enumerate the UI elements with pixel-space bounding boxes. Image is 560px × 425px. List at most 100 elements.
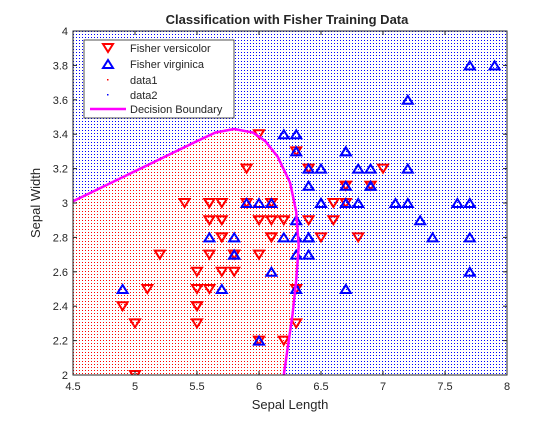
versicolor-point — [202, 198, 217, 209]
virginica-point — [252, 197, 266, 208]
versicolor-point — [276, 215, 291, 227]
virginica-point — [400, 93, 415, 105]
virginica-point — [301, 231, 316, 243]
versicolor-point — [326, 198, 341, 209]
versicolor-point — [214, 198, 229, 209]
versicolor-point — [276, 335, 291, 347]
region-data1 — [73, 129, 299, 375]
virginica-point — [227, 248, 242, 260]
x-tick-label: 5.5 — [189, 381, 204, 393]
legend-data2-label: data2 — [130, 90, 158, 102]
versicolor-point — [227, 266, 242, 278]
virginica-point — [115, 283, 130, 294]
x-tick-label: 5 — [132, 381, 138, 393]
virginica-point — [425, 231, 440, 243]
legend-boundary-label: Decision Boundary — [130, 104, 223, 116]
virginica-point — [264, 197, 279, 208]
versicolor-point — [115, 301, 130, 313]
virginica-point — [450, 197, 465, 208]
virginica-point — [462, 231, 477, 243]
virginica-point — [462, 265, 477, 277]
y-tick-label: 2 — [62, 370, 68, 382]
virginica-point — [314, 162, 328, 174]
virginica-point — [301, 179, 316, 191]
plot-area — [73, 31, 507, 375]
y-tick-label: 3.6 — [53, 95, 68, 107]
versicolor-point — [326, 215, 341, 227]
virginica-point — [363, 179, 378, 191]
legend-versicolor-marker — [101, 43, 115, 54]
y-tick-label: 4 — [62, 26, 68, 38]
x-tick-label: 7 — [380, 381, 386, 393]
decision-boundary-line — [73, 127, 300, 375]
virginica-point — [276, 231, 291, 243]
legend-virginica-label: Fisher virginica — [130, 59, 205, 71]
versicolor-point — [152, 249, 167, 261]
versicolor-point — [177, 198, 192, 209]
x-tick-label: 7.5 — [437, 381, 452, 393]
x-tick-label: 8 — [504, 381, 510, 393]
virginica-point — [338, 283, 353, 294]
versicolor-point — [264, 232, 279, 244]
versicolor-point — [202, 215, 217, 227]
virginica-point — [301, 248, 316, 260]
versicolor-point — [239, 163, 254, 175]
virginica-point — [351, 197, 366, 208]
virginica-point — [338, 179, 353, 191]
virginica-point — [214, 283, 229, 294]
versicolor-point — [190, 301, 204, 313]
legend-virginica-marker — [101, 58, 115, 69]
y-tick-label: 2.4 — [53, 301, 68, 313]
y-tick-label: 3 — [62, 198, 68, 210]
versicolor-point — [289, 318, 304, 330]
versicolor-point — [351, 232, 366, 244]
versicolor-point — [190, 318, 204, 330]
virginica-point — [400, 197, 415, 208]
versicolor-point — [301, 215, 316, 227]
virginica-point — [338, 145, 353, 157]
virginica-point — [338, 197, 353, 208]
virginica-point — [227, 231, 242, 243]
y-tick-label: 3.4 — [53, 129, 68, 141]
x-tick-label: 6 — [256, 381, 262, 393]
versicolor-point — [376, 163, 390, 175]
virginica-point — [400, 162, 415, 174]
versicolor-point — [128, 318, 142, 330]
virginica-point — [388, 197, 403, 208]
versicolor-point — [140, 284, 155, 295]
virginica-point — [462, 59, 477, 71]
versicolor-point — [202, 284, 217, 295]
virginica-point — [301, 162, 316, 174]
virginica-point — [351, 162, 366, 174]
versicolor-point — [214, 215, 229, 227]
virginica-point — [276, 128, 291, 140]
virginica-point — [289, 145, 304, 157]
virginica-point — [289, 128, 304, 140]
virginica-point — [363, 162, 378, 174]
versicolor-point — [202, 249, 217, 261]
virginica-point — [413, 214, 428, 226]
legend-data1-marker — [107, 79, 109, 81]
chart-title: Classification with Fisher Training Data — [166, 12, 409, 27]
virginica-point — [487, 59, 502, 71]
x-tick-label: 6.5 — [313, 381, 328, 393]
versicolor-point — [214, 266, 229, 278]
versicolor-point — [190, 284, 204, 295]
legend-data2-marker — [107, 94, 109, 96]
y-tick-label: 2.8 — [53, 232, 68, 244]
versicolor-point — [190, 266, 204, 278]
virginica-point — [239, 197, 254, 208]
y-tick-label: 2.2 — [53, 336, 68, 348]
legend: Fisher versicolor Fisher virginica data1… — [83, 39, 235, 119]
legend-versicolor-label: Fisher versicolor — [130, 43, 211, 55]
versicolor-point — [252, 215, 266, 227]
virginica-point — [289, 283, 304, 294]
legend-box — [83, 39, 235, 119]
virginica-point — [462, 197, 477, 208]
versicolor-point — [252, 249, 266, 261]
x-axis-label: Sepal Length — [252, 397, 329, 412]
legend-data1-label: data1 — [130, 75, 158, 87]
virginica-point — [314, 197, 328, 208]
